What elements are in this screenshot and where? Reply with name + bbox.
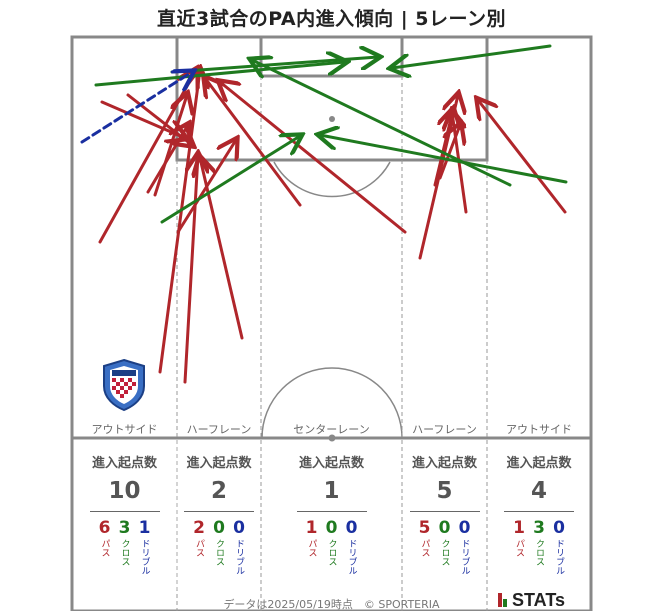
pitch-boundary [70,35,593,611]
pass-arrow [100,100,185,138]
dribble-count: 0 [233,518,245,538]
cross-count: 3 [118,518,131,538]
cross-arrow [94,62,345,87]
pass-arrow [438,125,460,180]
lane-name-halfspace-right: ハーフレーン [412,423,477,436]
cross-arrow [160,136,300,224]
stat-breakdown: 1 パス 3 クロス 0 ドリブル [487,518,591,575]
lane-name-halfspace-left: ハーフレーン [186,423,252,436]
stat-rule [89,511,160,512]
cross-count: 0 [325,518,338,538]
dribble-count: 0 [345,518,358,538]
stat-rule [184,511,254,512]
cross-label: クロス [326,539,337,566]
center-circle [261,367,403,439]
cross-count: 0 [213,518,225,538]
pass-arrow [153,95,187,197]
pass-label: パス [99,539,110,557]
center-spot [328,434,336,442]
stat-total: 2 [210,478,227,504]
lane-name-outside-right: アウトサイド [506,423,572,436]
lane-stats-center: 進入起点数 1 1 パス 0 クロス 0 ドリブル [261,452,402,575]
stat-total: 1 [323,478,340,504]
pass-count: 1 [305,518,318,538]
chart-title: 直近3試合のPA内進入傾向 | 5レーン別 [156,8,507,30]
footer-note: データは2025/05/19時点 © SPORTERIA [223,598,440,611]
cross-arrow [392,44,552,68]
cross-arrow [320,135,568,184]
stat-breakdown: 1 パス 0 クロス 0 ドリブル [261,518,402,575]
stat-rule [409,511,480,512]
dribble-label: ドリブル [346,539,357,575]
stat-header: 進入起点数 [411,456,477,471]
arrow-layer [80,44,568,384]
pass-arrow [478,100,567,214]
penalty-arc [273,161,391,198]
pass-label: パス [306,539,317,557]
lane-name-outside-left: アウトサイド [91,423,158,436]
cross-count: 0 [438,518,451,538]
pass-arrow [183,155,198,384]
cross-label: クロス [534,539,544,566]
stat-header: 進入起点数 [91,456,157,471]
pass-arrow [176,140,236,234]
stats-logo-icon [498,593,507,607]
lane-stats-outside-left: 進入起点数 10 6 パス 3 クロス 1 ドリブル [72,452,177,575]
dribble-count: 0 [458,518,471,538]
dribble-count: 1 [138,518,151,538]
stat-rule [504,511,574,512]
stat-total: 10 [108,478,141,504]
penalty-spot [329,116,335,122]
stat-total: 5 [436,478,453,504]
pass-label: パス [419,539,430,557]
pass-arrow [158,70,200,374]
cross-label: クロス [439,539,450,566]
dribble-label: ドリブル [234,539,244,575]
cross-count: 3 [533,518,545,538]
stat-breakdown: 6 パス 3 クロス 1 ドリブル [72,518,177,575]
dribble-label: ドリブル [554,539,564,575]
pass-label: パス [514,539,524,557]
dribble-label: ドリブル [139,539,150,575]
goal-area [259,37,404,78]
pass-label: パス [194,539,204,557]
cross-label: クロス [119,539,130,566]
stat-breakdown: 2 パス 0 クロス 0 ドリブル [177,518,261,575]
pass-count: 6 [98,518,111,538]
dribble-label: ドリブル [459,539,470,575]
stat-breakdown: 5 パス 0 クロス 0 ドリブル [402,518,487,575]
pass-count: 2 [193,518,205,538]
stat-total: 4 [530,478,547,504]
lane-name-center: センターレーン [293,423,370,436]
pass-arrow [220,82,407,234]
stat-header: 進入起点数 [298,456,364,471]
cross-arrow [252,60,512,187]
stat-rule [296,511,367,512]
lane-stats-outside-right: 進入起点数 4 1 パス 3 クロス 0 ドリブル [487,452,591,575]
stat-header: 進入起点数 [506,456,572,471]
cross-label: クロス [214,539,224,566]
pass-count: 1 [513,518,525,538]
cross-arrow [170,57,378,74]
stat-header: 進入起点数 [186,456,252,471]
lane-stats-halfspace-left: 進入起点数 2 2 パス 0 クロス 0 ドリブル [177,452,261,575]
dribble-count: 0 [553,518,565,538]
lane-stats-halfspace-right: 進入起点数 5 5 パス 0 クロス 0 ドリブル [402,452,487,575]
dribble-arrow [80,72,192,144]
club-crest [103,358,145,412]
pass-count: 5 [418,518,431,538]
stats-brand: STATs [512,590,565,610]
